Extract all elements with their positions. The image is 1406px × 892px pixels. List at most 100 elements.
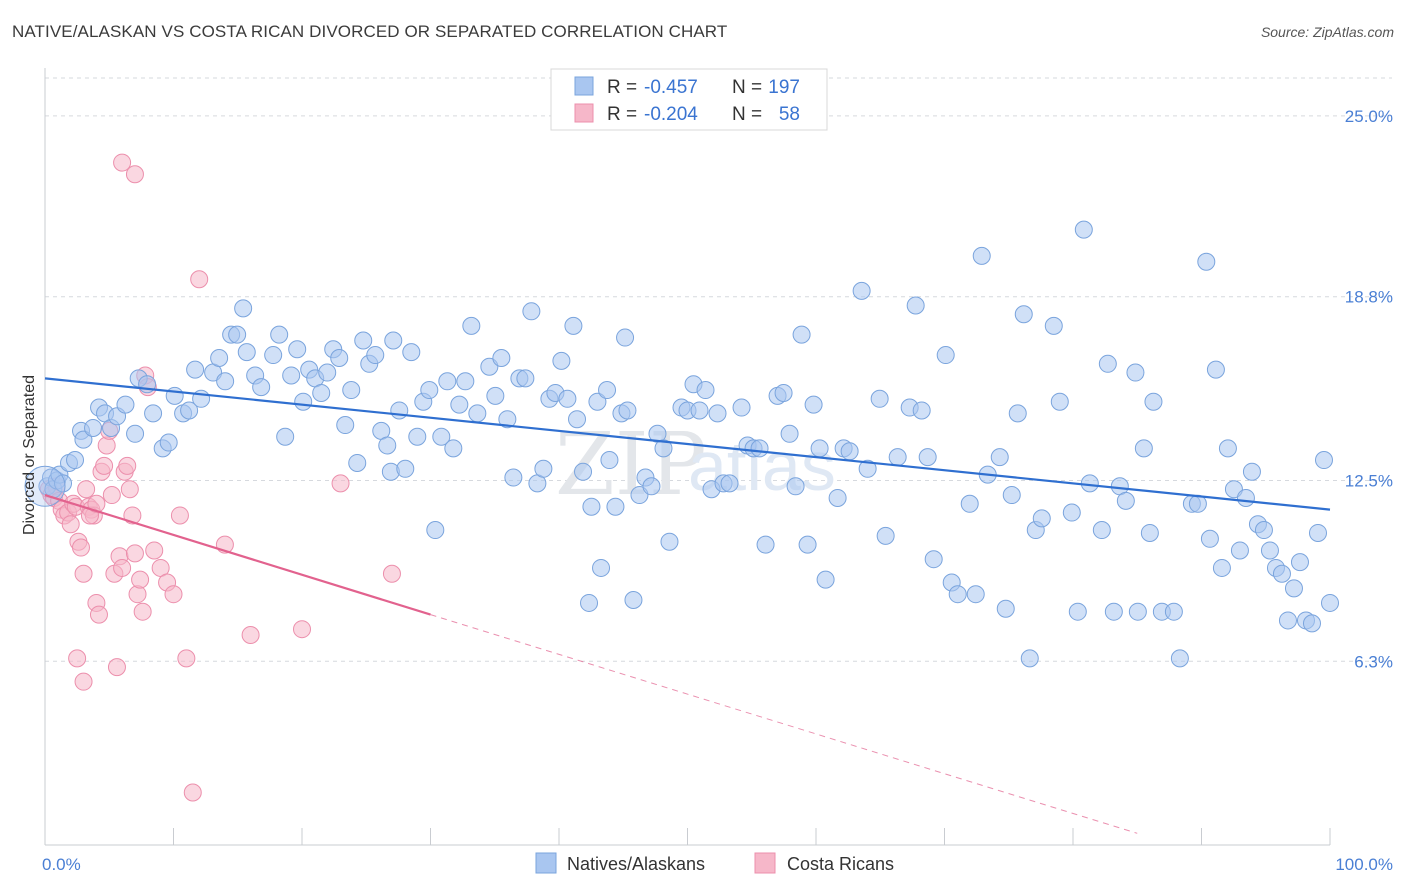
point-natives-86 xyxy=(564,316,583,335)
x-tick-label-0: 0.0% xyxy=(42,855,81,874)
point-natives-185 xyxy=(1236,488,1255,507)
grid xyxy=(45,77,1392,662)
bottom-legend-swatch-costa-ricans xyxy=(754,852,776,874)
point-costa-ricans-30 xyxy=(118,456,137,475)
point-natives-19 xyxy=(144,404,163,423)
point-natives-47 xyxy=(330,348,349,367)
y-tick-label-3: 25.0% xyxy=(1345,107,1393,126)
point-natives-142 xyxy=(936,346,955,365)
point-natives-97 xyxy=(616,328,635,347)
point-natives-198 xyxy=(1314,451,1333,470)
point-natives-156 xyxy=(1032,509,1051,528)
point-natives-160 xyxy=(1068,602,1087,621)
legend-r-label-blue: R = xyxy=(607,77,637,98)
point-costa-ricans-35 xyxy=(131,570,150,589)
y-tick-label-0: 6.3% xyxy=(1354,652,1393,671)
point-natives-145 xyxy=(960,494,979,513)
point-natives-88 xyxy=(574,462,593,481)
legend-n-label-pink: N = xyxy=(732,104,762,125)
point-natives-66 xyxy=(438,372,457,391)
point-costa-ricans-12 xyxy=(71,538,90,557)
point-natives-184 xyxy=(1230,541,1249,560)
legend-n-value-blue: 197 xyxy=(768,77,800,98)
point-natives-136 xyxy=(888,448,907,467)
point-natives-133 xyxy=(858,459,877,478)
point-costa-ricans-49 xyxy=(331,474,350,493)
point-natives-21 xyxy=(159,433,178,452)
point-natives-115 xyxy=(732,398,751,417)
point-natives-181 xyxy=(1212,558,1231,577)
point-natives-159 xyxy=(1062,503,1081,522)
point-natives-5 xyxy=(54,474,73,493)
legend-r-value-blue: -0.457 xyxy=(644,77,698,98)
point-costa-ricans-26 xyxy=(107,658,126,677)
point-natives-102 xyxy=(642,477,661,496)
point-natives-99 xyxy=(624,591,643,610)
point-natives-188 xyxy=(1254,521,1273,540)
point-natives-61 xyxy=(408,427,427,446)
point-natives-126 xyxy=(804,395,823,414)
point-natives-cluster xyxy=(24,465,66,507)
point-costa-ricans-57 xyxy=(87,494,106,513)
point-natives-15 xyxy=(116,395,135,414)
trend-lines xyxy=(44,377,1331,834)
point-natives-9 xyxy=(74,430,93,449)
point-natives-60 xyxy=(402,343,421,362)
point-natives-37 xyxy=(270,325,289,344)
point-natives-172 xyxy=(1144,392,1163,411)
axes xyxy=(44,68,1331,846)
point-natives-141 xyxy=(924,550,943,569)
point-natives-167 xyxy=(1116,491,1135,510)
point-natives-81 xyxy=(534,459,553,478)
point-natives-134 xyxy=(870,389,889,408)
point-natives-199 xyxy=(1321,593,1339,612)
point-natives-70 xyxy=(462,316,481,335)
point-natives-39 xyxy=(282,366,301,385)
point-natives-132 xyxy=(852,281,871,300)
bottom-legend-swatch-natives xyxy=(535,852,557,874)
point-natives-87 xyxy=(568,410,587,429)
point-costa-ricans-50 xyxy=(382,564,401,583)
point-natives-112 xyxy=(708,404,727,423)
point-natives-110 xyxy=(696,381,715,400)
point-natives-169 xyxy=(1128,602,1147,621)
point-costa-ricans-42 xyxy=(164,585,183,604)
point-costa-ricans-55 xyxy=(183,783,202,802)
point-costa-ricans-53 xyxy=(68,649,87,668)
point-natives-35 xyxy=(252,378,271,397)
chart-title: NATIVE/ALASKAN VS COSTA RICAN DIVORCED O… xyxy=(12,22,728,41)
point-natives-53 xyxy=(366,346,385,365)
point-natives-193 xyxy=(1284,579,1303,598)
trend-costa-ricans-extension xyxy=(430,614,1138,834)
point-natives-45 xyxy=(318,363,337,382)
point-costa-ricans-47 xyxy=(241,626,260,645)
point-natives-170 xyxy=(1134,439,1153,458)
point-natives-139 xyxy=(912,401,931,420)
trend-natives xyxy=(44,377,1331,511)
point-natives-128 xyxy=(816,570,835,589)
point-natives-152 xyxy=(1008,404,1027,423)
point-natives-41 xyxy=(294,392,313,411)
point-natives-50 xyxy=(348,453,367,472)
point-natives-44 xyxy=(312,383,331,402)
point-natives-194 xyxy=(1290,553,1309,572)
point-natives-84 xyxy=(552,351,571,370)
point-natives-135 xyxy=(876,526,895,545)
point-natives-129 xyxy=(828,488,847,507)
point-natives-109 xyxy=(690,401,709,420)
point-natives-127 xyxy=(810,439,829,458)
point-costa-ricans-36 xyxy=(133,602,152,621)
point-natives-186 xyxy=(1242,462,1261,481)
point-natives-146 xyxy=(966,585,985,604)
point-costa-ricans-13 xyxy=(74,564,93,583)
point-natives-75 xyxy=(498,410,517,429)
y-tick-label-2: 18.8% xyxy=(1345,288,1393,307)
y-axis-label: Divorced or Separated xyxy=(21,375,38,535)
point-natives-178 xyxy=(1197,252,1216,271)
point-natives-189 xyxy=(1260,541,1279,560)
point-costa-ricans-54 xyxy=(74,672,93,691)
point-natives-157 xyxy=(1044,316,1063,335)
point-natives-85 xyxy=(558,389,577,408)
trend-costa-ricans xyxy=(44,493,431,616)
